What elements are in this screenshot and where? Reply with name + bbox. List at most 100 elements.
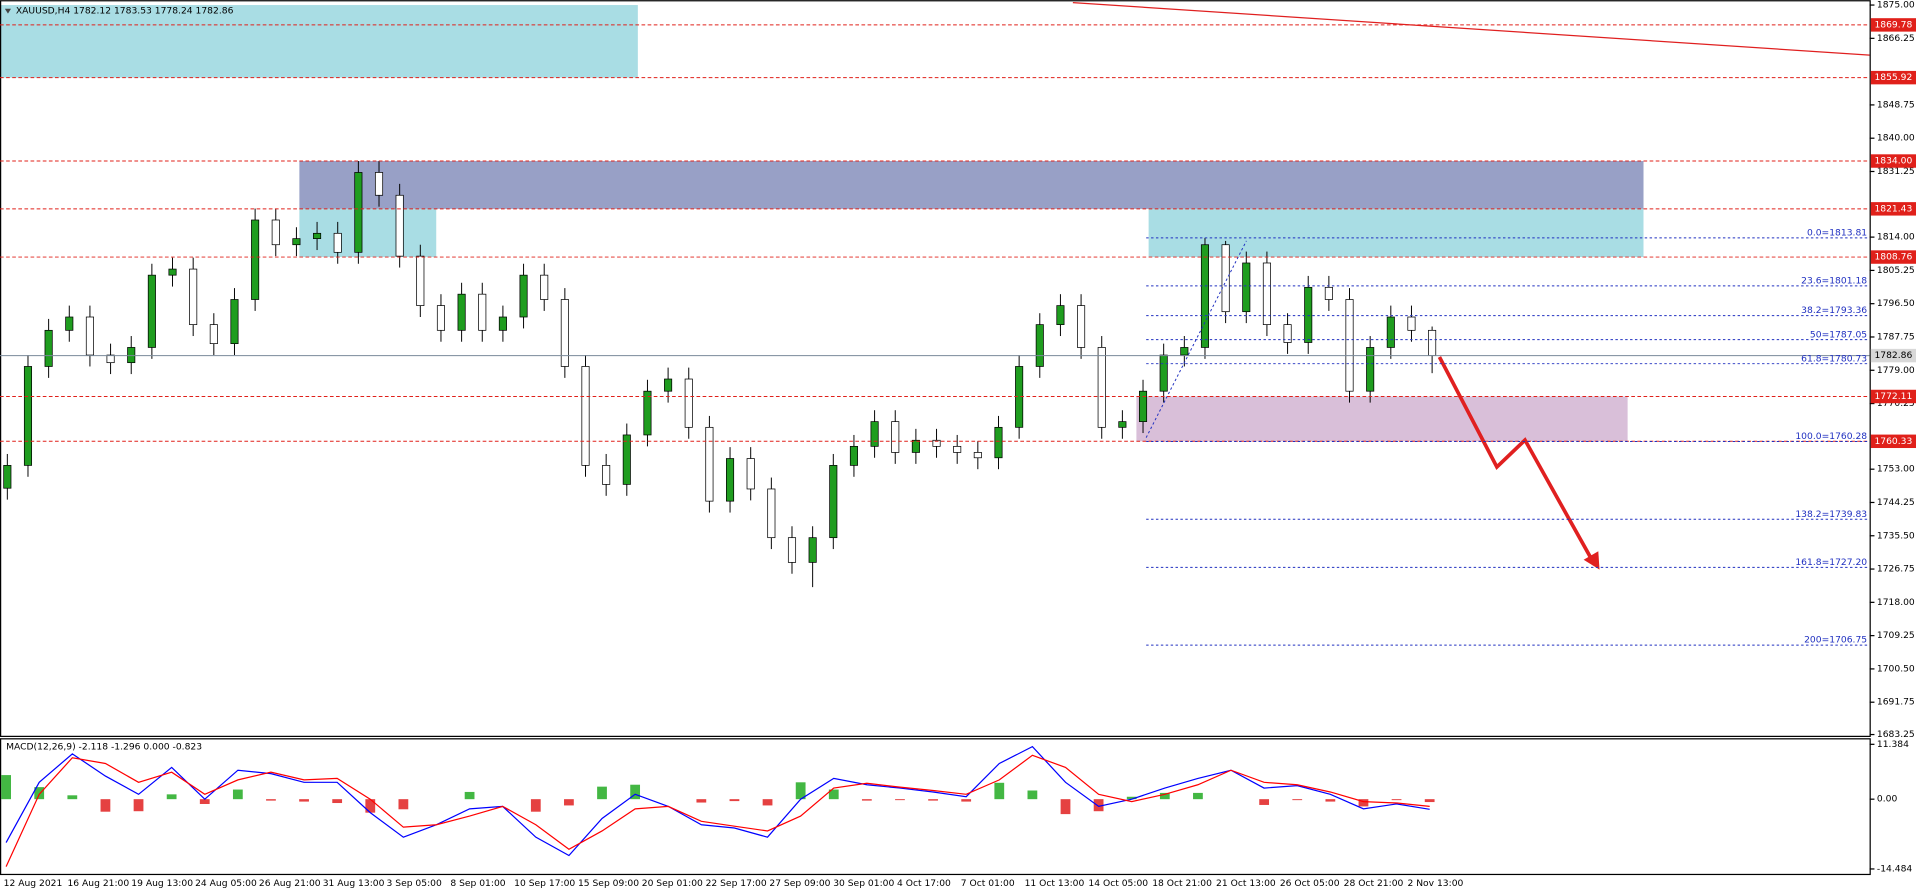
histogram-bar bbox=[299, 799, 309, 802]
candle-body bbox=[1324, 286, 1333, 300]
candle-body bbox=[1366, 347, 1375, 392]
fib-label: 23.6=1801.18 bbox=[1801, 276, 1867, 287]
x-tick-label: 22 Sep 17:00 bbox=[706, 878, 767, 889]
histogram-bar bbox=[1358, 799, 1369, 807]
x-tick-label: 16 Aug 21:00 bbox=[67, 878, 129, 889]
histogram-bar bbox=[762, 799, 773, 806]
x-tick-label: 11 Oct 13:00 bbox=[1025, 878, 1085, 889]
candle-body bbox=[292, 238, 301, 246]
resistance-zone bbox=[299, 161, 1644, 209]
candle-body bbox=[870, 421, 879, 447]
candle-body bbox=[953, 445, 962, 453]
histogram-bar bbox=[795, 782, 806, 800]
candle-body bbox=[581, 366, 590, 466]
candle-body bbox=[251, 219, 260, 300]
histogram-bar bbox=[1126, 796, 1137, 800]
candle-body bbox=[1262, 262, 1271, 325]
histogram-bar bbox=[67, 795, 78, 800]
x-tick-label: 14 Oct 05:00 bbox=[1088, 878, 1148, 889]
candle-body bbox=[932, 439, 941, 447]
candle-body bbox=[230, 299, 239, 345]
level-label: 1821.43 bbox=[1874, 203, 1912, 214]
histogram-bar bbox=[1259, 799, 1270, 805]
y-tick-label: 1770.25 bbox=[1877, 398, 1915, 409]
resistance-zone bbox=[299, 208, 437, 258]
fib-label: 100.0=1760.28 bbox=[1795, 431, 1867, 442]
level-box bbox=[1870, 202, 1916, 216]
level-box bbox=[1870, 70, 1916, 85]
y-tick-label: 1866.25 bbox=[1877, 33, 1915, 44]
candle-body bbox=[1138, 390, 1148, 422]
histogram-bar bbox=[166, 794, 177, 800]
candle-body bbox=[705, 426, 714, 502]
candle-body bbox=[808, 537, 817, 563]
histogram-bar bbox=[232, 789, 243, 800]
y-tick-label: 11.384 bbox=[1877, 739, 1909, 750]
level-label: 1760.33 bbox=[1874, 436, 1912, 447]
x-tick-label: 8 Sep 01:00 bbox=[450, 878, 505, 889]
histogram-bar bbox=[828, 789, 839, 800]
chart-header: XAUUSD,H4 1782.12 1783.53 1778.24 1782.8… bbox=[16, 6, 234, 17]
y-tick-label: 1735.50 bbox=[1877, 530, 1915, 541]
histogram-bar bbox=[365, 799, 376, 813]
trend-line bbox=[1072, 1, 1870, 56]
candle-body bbox=[994, 426, 1003, 459]
candle-body bbox=[189, 268, 198, 325]
fib-label: 200=1706.75 bbox=[1804, 635, 1867, 646]
y-tick-label: 1814.00 bbox=[1877, 232, 1915, 243]
histogram-bar bbox=[100, 799, 111, 812]
histogram-bar bbox=[1325, 799, 1336, 802]
histogram-bar bbox=[266, 799, 276, 801]
x-tick-label: 3 Sep 05:00 bbox=[387, 878, 442, 889]
histogram-bar bbox=[34, 787, 45, 800]
forecast-arrow bbox=[1437, 356, 1597, 566]
candle-body bbox=[1345, 299, 1354, 392]
level-label: 1855.92 bbox=[1874, 72, 1912, 83]
candle-body bbox=[602, 465, 611, 485]
fib-label: 38.2=1793.36 bbox=[1801, 305, 1867, 316]
candle-body bbox=[684, 378, 693, 428]
candle-body bbox=[106, 354, 115, 364]
y-tick-label: 1796.50 bbox=[1877, 298, 1915, 309]
candle-body bbox=[540, 274, 549, 300]
y-tick-label: 1700.50 bbox=[1877, 663, 1915, 674]
histogram-bar bbox=[1193, 792, 1203, 800]
x-tick-label: 21 Oct 13:00 bbox=[1216, 878, 1276, 889]
histogram-bar bbox=[464, 791, 475, 800]
candle-body bbox=[973, 452, 982, 459]
fib-label: 61.8=1780.73 bbox=[1801, 353, 1867, 364]
histogram-bar bbox=[530, 799, 541, 812]
macd-pane-frame bbox=[0, 738, 1871, 876]
histogram-bar bbox=[1424, 799, 1435, 803]
candle-body bbox=[498, 316, 507, 331]
macd-line bbox=[5, 754, 1430, 867]
level-label: 1869.78 bbox=[1874, 19, 1912, 30]
candle-body bbox=[395, 194, 404, 257]
y-tick-label: 1744.25 bbox=[1877, 497, 1915, 508]
candle-body bbox=[436, 305, 445, 331]
current-price-label: 1782.86 bbox=[1874, 350, 1912, 361]
x-tick-label: 2 Nov 13:00 bbox=[1407, 878, 1463, 889]
y-tick-label: 1840.00 bbox=[1877, 133, 1915, 144]
fib-label: 50=1787.05 bbox=[1810, 329, 1867, 340]
resistance-zone bbox=[1148, 208, 1644, 258]
candle-body bbox=[1304, 286, 1313, 343]
candle-body bbox=[560, 299, 569, 367]
y-tick-label: 1875.00 bbox=[1877, 0, 1915, 11]
histogram-bar bbox=[928, 799, 938, 801]
x-tick-label: 26 Oct 05:00 bbox=[1280, 878, 1340, 889]
candle-body bbox=[127, 347, 136, 364]
x-tick-label: 20 Sep 01:00 bbox=[642, 878, 703, 889]
y-tick-label: 1726.75 bbox=[1877, 564, 1915, 575]
candle-body bbox=[44, 329, 53, 367]
level-label: 1808.76 bbox=[1874, 252, 1912, 263]
y-tick-label: 1787.75 bbox=[1877, 331, 1915, 342]
x-tick-label: 24 Aug 05:00 bbox=[195, 878, 257, 889]
level-box bbox=[1870, 434, 1916, 449]
candle-body bbox=[1056, 305, 1065, 325]
y-tick-label: 1709.25 bbox=[1877, 630, 1915, 641]
x-tick-label: 7 Oct 01:00 bbox=[961, 878, 1015, 889]
candle-body bbox=[643, 390, 652, 436]
candle-body bbox=[271, 219, 280, 246]
